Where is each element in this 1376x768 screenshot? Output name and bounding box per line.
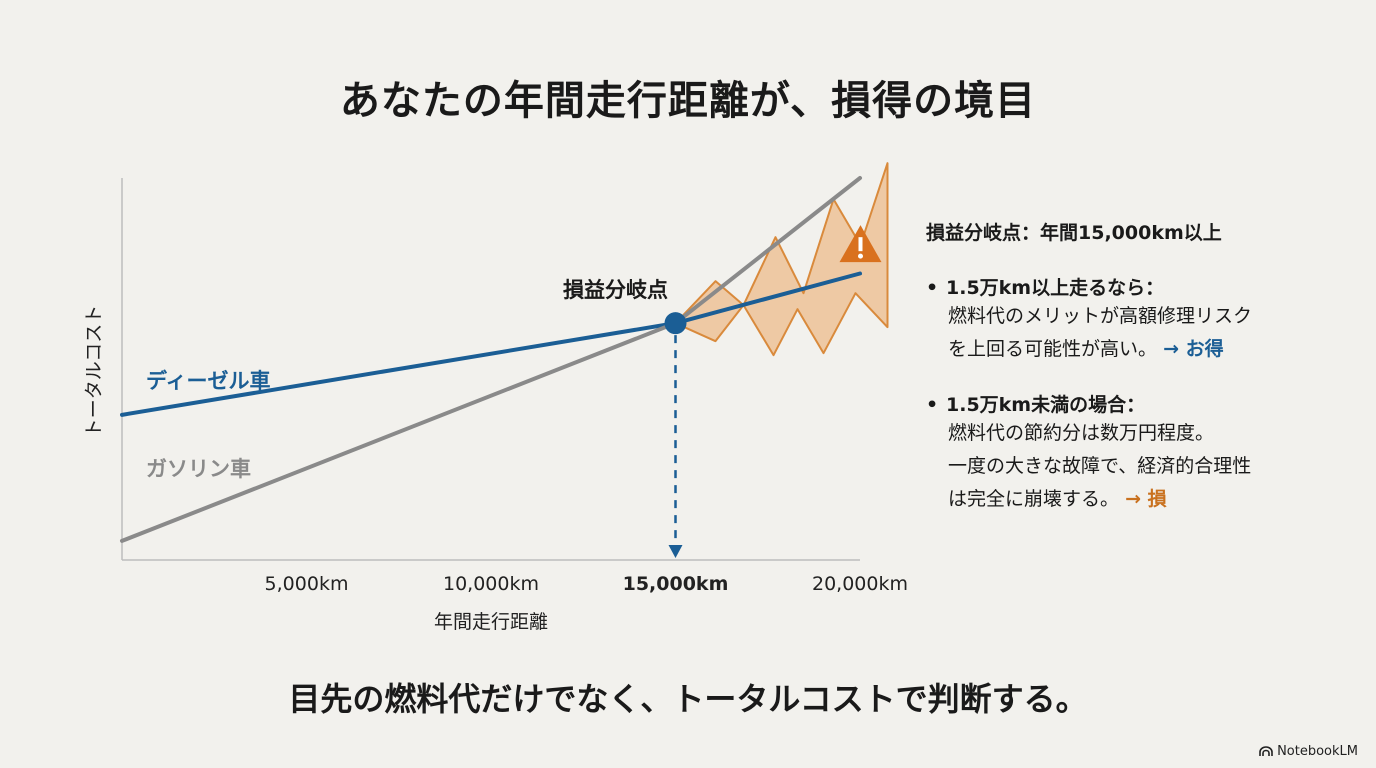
y-axis-label: トータルコスト — [83, 305, 105, 438]
x-tick-label: 10,000km — [443, 573, 539, 595]
note-low-line: 一度の大きな故障で、経済的合理性 — [948, 455, 1252, 477]
x-tick-label: 5,000km — [265, 573, 349, 595]
note-high-heading: 1.5万km以上走るなら： — [946, 277, 1165, 299]
brand-logo: NotebookLM — [1259, 744, 1358, 759]
notebooklm-icon — [1259, 746, 1273, 756]
footer-message: 目先の燃料代だけでなく、トータルコストで判断する。 — [288, 680, 1088, 718]
side-heading: 損益分岐点：年間15,000km以上 — [926, 222, 1222, 244]
warning-mark-dot — [858, 253, 863, 259]
note-high-line: 燃料代のメリットが高額修理リスク — [948, 305, 1253, 327]
note-low-line: 燃料代の節約分は数万円程度。 — [948, 422, 1215, 444]
arrow-down-icon — [668, 545, 683, 558]
x-axis-label: 年間走行距離 — [434, 611, 548, 633]
x-tick-label: 15,000km — [623, 573, 729, 595]
note-low-heading: 1.5万km未満の場合： — [946, 394, 1146, 416]
note-low-mileage: • 1.5万km未満の場合： 燃料代の節約分は数万円程度。 一度の大きな故障で、経… — [926, 390, 1346, 516]
series-label-diesel: ディーゼル車 — [146, 369, 271, 393]
warning-mark-bar — [858, 237, 863, 252]
series-label-gasoline: ガソリン車 — [146, 457, 251, 481]
note-low-line: は完全に崩壊する。 — [948, 488, 1120, 510]
break-even-label: 損益分岐点 — [563, 278, 668, 302]
side-panel: 損益分岐点：年間15,000km以上 • 1.5万km以上走るなら： 燃料代のメリ… — [926, 218, 1346, 540]
page-title: あなたの年間走行距離が、損得の境目 — [339, 78, 1037, 124]
verdict-loss: → 損 — [1125, 488, 1167, 510]
break-even-point — [664, 312, 687, 335]
note-high-line: を上回る可能性が高い。 — [948, 338, 1158, 360]
warning-triangle-icon — [839, 225, 882, 263]
x-tick-label: 20,000km — [812, 573, 908, 595]
note-high-mileage: • 1.5万km以上走るなら： 燃料代のメリットが高額修理リスク を上回る可能性が… — [926, 273, 1346, 366]
brand-label: NotebookLM — [1277, 744, 1358, 759]
series-line-1 — [120, 176, 862, 543]
verdict-gain: → お得 — [1163, 338, 1224, 360]
